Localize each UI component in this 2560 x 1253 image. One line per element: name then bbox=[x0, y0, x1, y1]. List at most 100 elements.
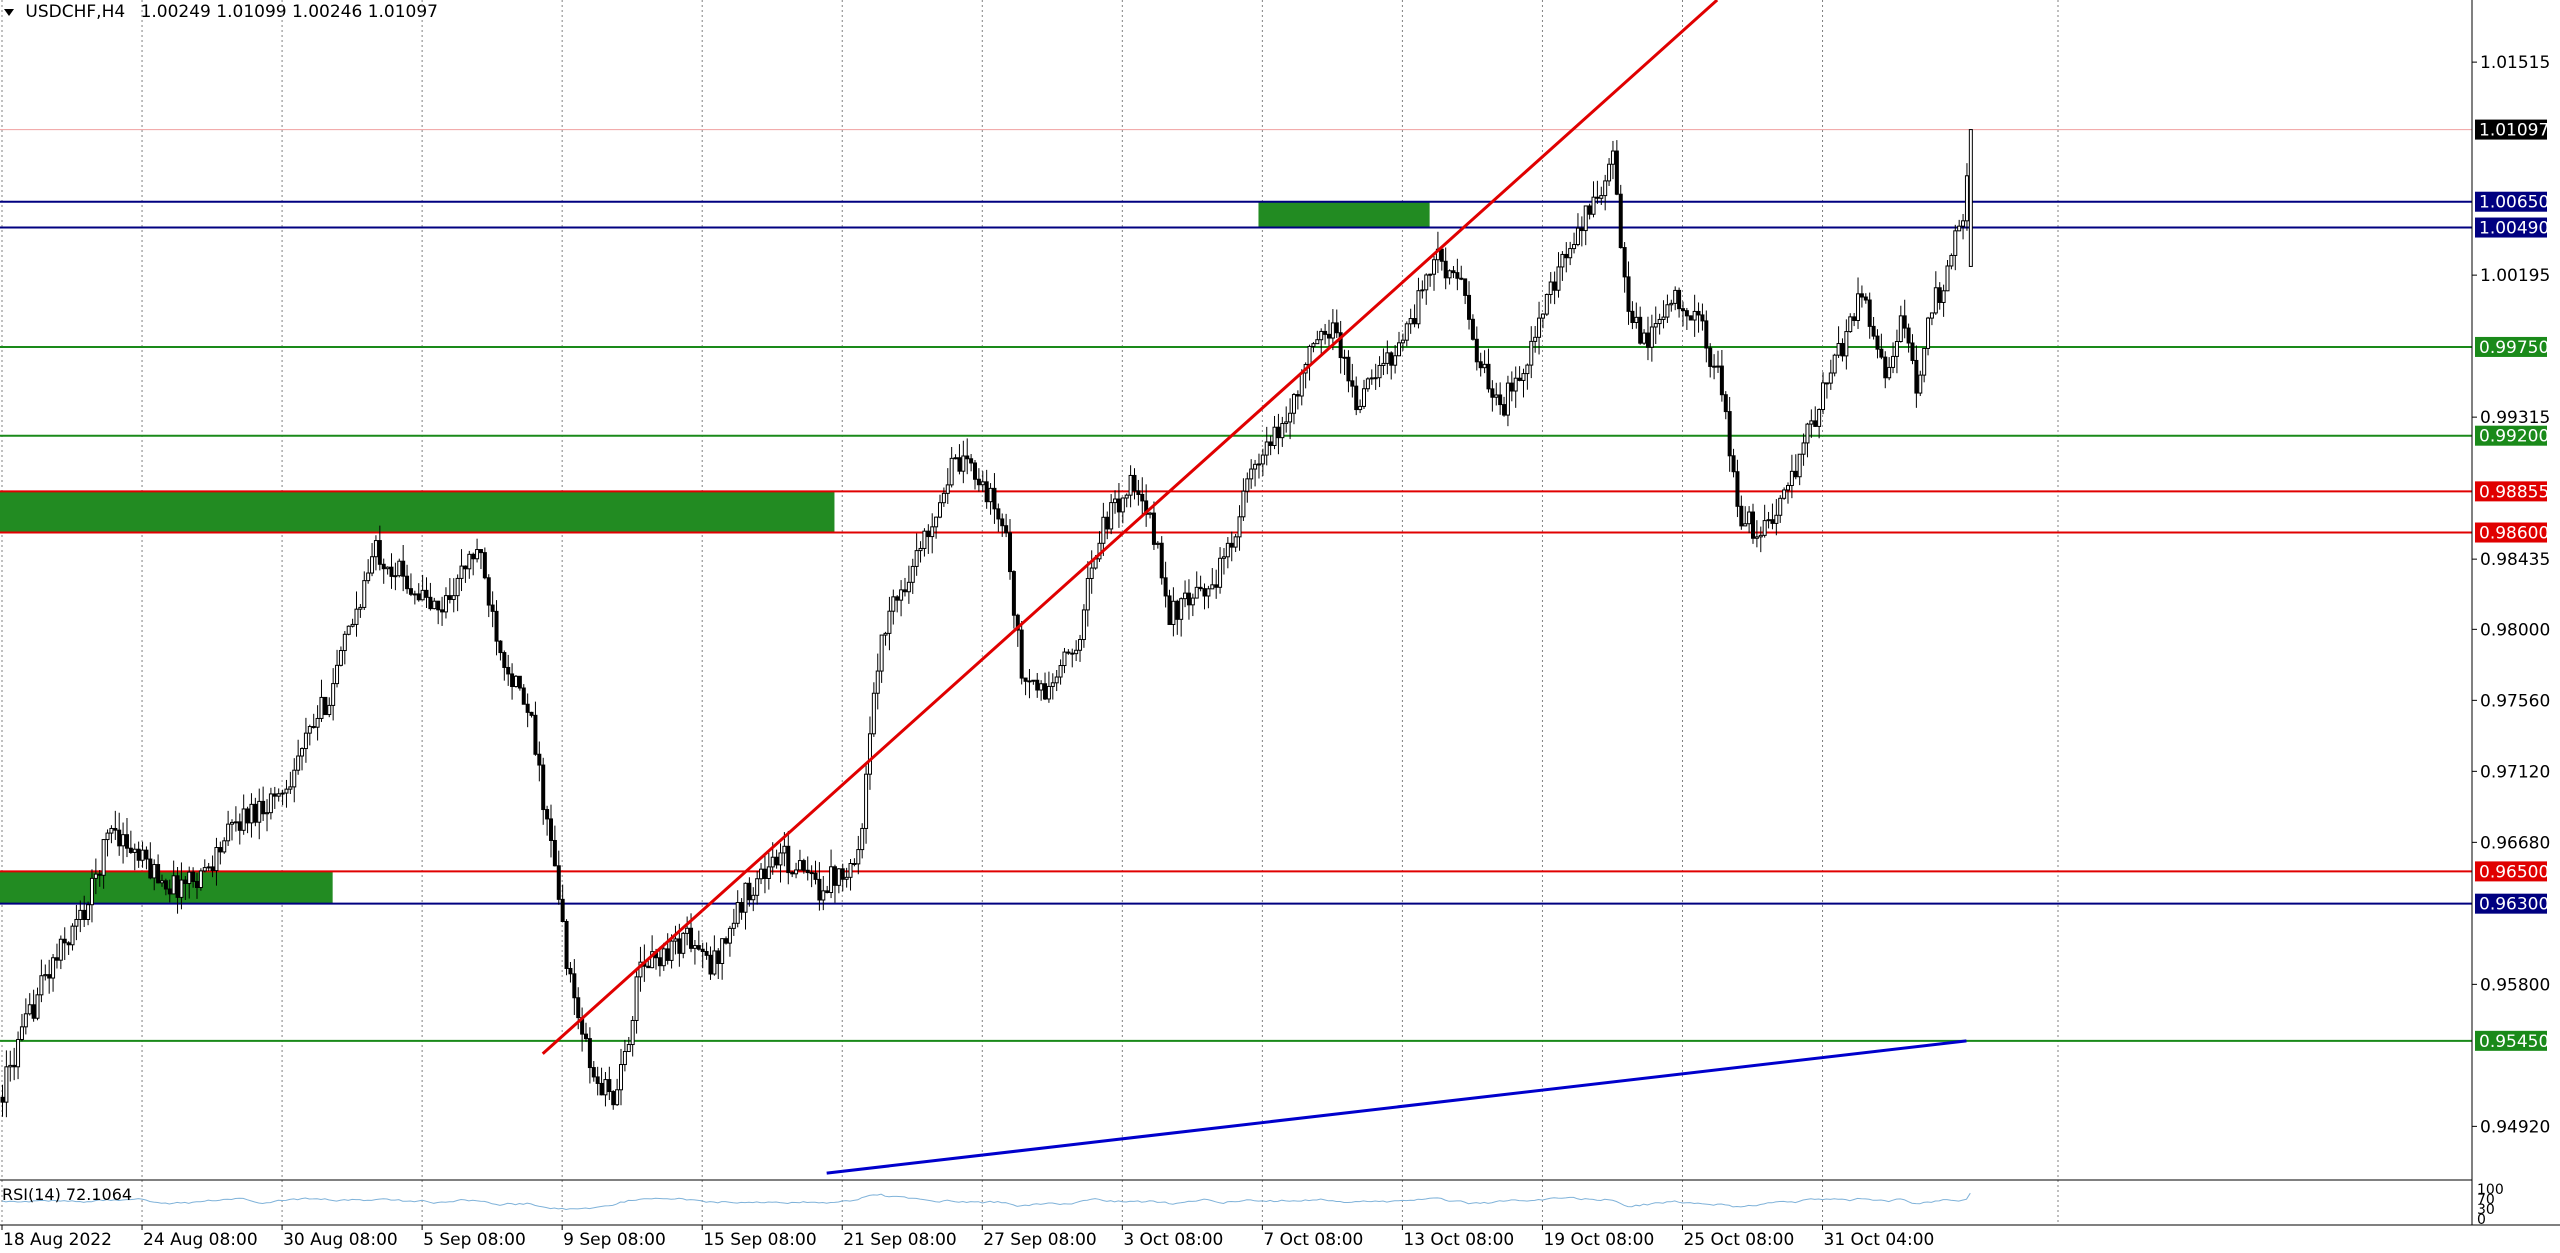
candle-body bbox=[782, 845, 787, 854]
candle-body bbox=[1420, 289, 1425, 292]
candle-body bbox=[471, 553, 476, 560]
candle-body bbox=[1848, 316, 1853, 333]
candle-body bbox=[1836, 343, 1841, 356]
candle-body bbox=[513, 675, 518, 688]
candle-body bbox=[467, 553, 472, 570]
candle-body bbox=[895, 596, 900, 601]
candle-body bbox=[1902, 315, 1907, 329]
candle-body bbox=[124, 834, 129, 849]
candle-body bbox=[1700, 314, 1705, 322]
candle-body bbox=[797, 860, 802, 871]
candle-body bbox=[727, 927, 732, 944]
candle-body bbox=[1751, 511, 1755, 539]
candle-body bbox=[1793, 470, 1798, 478]
candle-body bbox=[626, 1044, 631, 1053]
candle-body bbox=[1599, 195, 1604, 199]
candle-body bbox=[1626, 276, 1631, 312]
current-price-tag-label: 1.01097 bbox=[2479, 121, 2549, 141]
candle-body bbox=[1677, 289, 1682, 310]
candle-body bbox=[817, 878, 822, 901]
candle-body bbox=[976, 478, 981, 486]
candle-body bbox=[1782, 489, 1787, 499]
candle-body bbox=[906, 581, 911, 593]
candle-body bbox=[1043, 683, 1048, 700]
candle-body bbox=[27, 1004, 32, 1015]
candle-body bbox=[8, 1064, 13, 1068]
candle-body bbox=[1171, 600, 1176, 625]
candle-body bbox=[1879, 348, 1884, 358]
candle-body bbox=[179, 879, 184, 898]
candle-body bbox=[599, 1082, 604, 1096]
candle-body bbox=[902, 589, 907, 593]
candle-body bbox=[1774, 514, 1779, 524]
candle-body bbox=[657, 957, 662, 967]
candle-body bbox=[1225, 542, 1230, 558]
candle-body bbox=[1692, 310, 1697, 321]
candle-body bbox=[1451, 270, 1456, 274]
candle-body bbox=[1011, 571, 1016, 616]
candle-body bbox=[980, 481, 985, 486]
candle-body bbox=[54, 957, 59, 961]
candle-body bbox=[354, 608, 359, 625]
candle-body bbox=[805, 869, 810, 874]
candle-body bbox=[1517, 377, 1522, 381]
candle-body bbox=[82, 909, 87, 920]
price-tick-label: 0.99315 bbox=[2480, 408, 2550, 428]
candle-body bbox=[1856, 293, 1861, 321]
candle-body bbox=[1373, 377, 1378, 380]
candle-body bbox=[1653, 323, 1658, 328]
candle-body bbox=[47, 974, 52, 979]
candle-body bbox=[276, 793, 281, 797]
candle-body bbox=[1404, 323, 1409, 341]
candle-body bbox=[288, 786, 293, 790]
candle-body bbox=[1101, 516, 1106, 544]
candle-body bbox=[988, 487, 993, 503]
dropdown-triangle-icon[interactable] bbox=[4, 8, 14, 16]
candle-body bbox=[669, 940, 674, 961]
candle-body bbox=[1840, 343, 1845, 357]
candle-body bbox=[677, 938, 682, 954]
candle-body bbox=[1595, 196, 1600, 199]
candle-body bbox=[650, 951, 655, 969]
candle-body bbox=[1910, 342, 1915, 361]
candle-body bbox=[700, 948, 705, 953]
candle-body bbox=[1964, 175, 1969, 222]
candle-body bbox=[1540, 313, 1545, 319]
candle-body bbox=[1941, 290, 1946, 303]
candle-body bbox=[922, 530, 927, 549]
candle-body bbox=[731, 922, 736, 929]
candle-body bbox=[1385, 352, 1390, 364]
candle-body bbox=[510, 673, 515, 688]
candles bbox=[0, 129, 1973, 1118]
candle-body bbox=[1832, 354, 1837, 374]
candle-body bbox=[1035, 679, 1040, 691]
candle-body bbox=[619, 1064, 624, 1091]
candle-body bbox=[1844, 331, 1849, 357]
candle-body bbox=[969, 458, 974, 464]
candle-body bbox=[1078, 639, 1083, 651]
price-level-tag-label: 0.95450 bbox=[2479, 1032, 2549, 1052]
candle-body bbox=[809, 872, 814, 875]
candle-body bbox=[1190, 597, 1195, 606]
candle-body bbox=[1638, 316, 1643, 344]
candle-body bbox=[918, 547, 923, 552]
candle-body bbox=[1968, 129, 1973, 267]
candle-body bbox=[1731, 455, 1736, 473]
candle-body bbox=[1607, 163, 1612, 182]
candle-body bbox=[1805, 423, 1810, 444]
candle-body bbox=[156, 864, 161, 884]
candle-body bbox=[265, 812, 270, 815]
candle-body bbox=[584, 1033, 588, 1040]
candle-body bbox=[307, 726, 312, 734]
candle-body bbox=[1151, 512, 1156, 545]
candle-body bbox=[97, 873, 102, 876]
candle-body bbox=[1482, 363, 1487, 369]
candle-body bbox=[875, 670, 880, 694]
candle-body bbox=[747, 882, 752, 901]
candle-body bbox=[1665, 304, 1670, 318]
candle-body bbox=[1953, 230, 1958, 256]
candle-body bbox=[1949, 254, 1954, 267]
candle-body bbox=[568, 967, 573, 975]
candle-body bbox=[1739, 505, 1744, 527]
